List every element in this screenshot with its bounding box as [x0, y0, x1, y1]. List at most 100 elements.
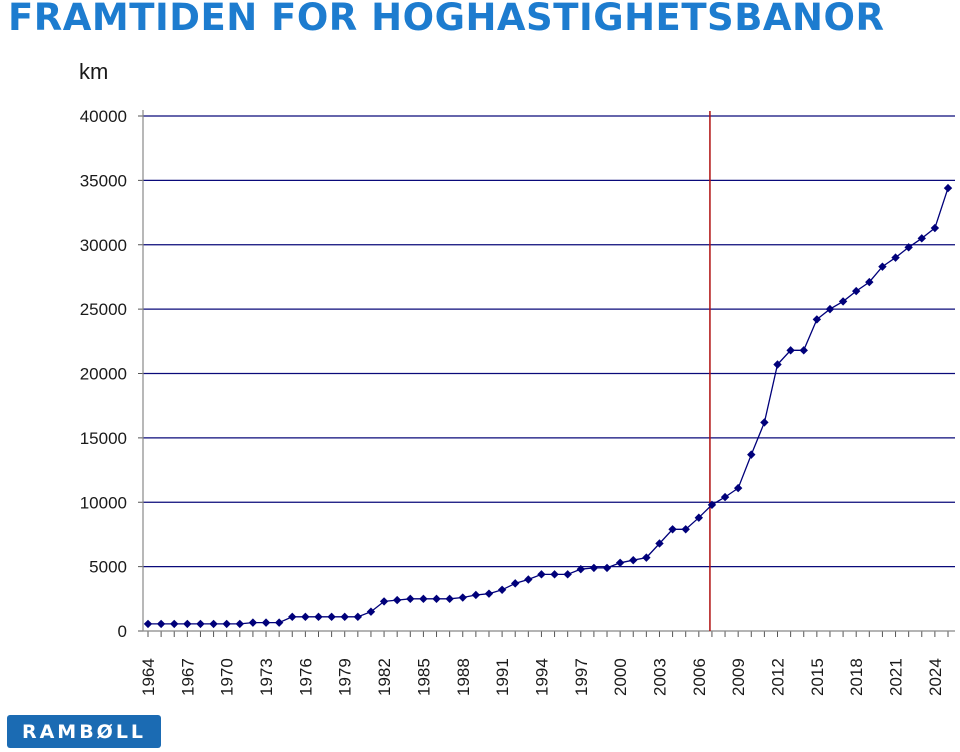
data-point	[497, 585, 507, 594]
y-tick-label: 35000	[80, 171, 127, 190]
data-point	[917, 234, 926, 243]
gridlines	[143, 115, 955, 568]
x-tick-label: 1988	[454, 658, 473, 696]
page-title: FRAMTIDEN FÖR HÖGHASTIGHETSBANOR	[8, 0, 885, 39]
x-tick-label: 1967	[178, 658, 197, 696]
data-point	[563, 570, 572, 579]
x-axis-ticks: 1964 1967 1970 1973 1976 1979 1982 1985 1988 1991…	[139, 631, 949, 696]
data-point	[655, 539, 664, 548]
data-point	[366, 607, 376, 616]
data-point	[458, 593, 467, 602]
data-point	[576, 565, 585, 574]
x-tick-label: 1964	[139, 658, 158, 696]
data-point	[170, 619, 179, 629]
data-point	[694, 513, 704, 522]
data-point	[235, 619, 245, 629]
logo-text: RAMBØLL	[21, 720, 147, 743]
data-point	[406, 594, 415, 604]
data-point	[156, 619, 166, 629]
x-tick-label: 1982	[375, 658, 394, 696]
data-point	[891, 253, 900, 262]
data-point	[720, 492, 730, 502]
x-tick-label: 1976	[296, 658, 315, 696]
data-point	[589, 563, 599, 573]
data-point	[314, 612, 323, 622]
data-point	[261, 618, 271, 627]
data-point	[550, 570, 559, 579]
data-point	[379, 597, 389, 606]
x-tick-label: 2012	[769, 658, 788, 696]
x-tick-label: 2006	[690, 658, 709, 696]
data-point	[183, 619, 192, 629]
x-tick-label: 2000	[611, 658, 630, 696]
data-point	[681, 525, 690, 534]
data-point	[943, 183, 953, 193]
y-tick-label: 5000	[89, 558, 127, 577]
data-point	[799, 346, 808, 355]
data-point	[511, 579, 520, 588]
data-point	[392, 595, 402, 605]
data-point	[288, 612, 297, 622]
y-tick-label: 30000	[80, 236, 127, 255]
data-point	[301, 612, 310, 622]
data-point	[524, 575, 533, 584]
x-tick-label: 1985	[414, 658, 433, 696]
series-line	[148, 187, 949, 625]
data-point	[878, 262, 887, 271]
data-point	[143, 619, 153, 629]
x-tick-label: 2015	[808, 658, 827, 696]
y-axis-label: km	[79, 59, 108, 84]
data-point	[786, 346, 795, 355]
data-point	[707, 500, 717, 510]
x-tick-label: 1979	[336, 658, 355, 696]
x-tick-label: 2021	[887, 658, 906, 696]
x-tick-label: 1997	[572, 658, 591, 696]
data-point	[760, 418, 769, 427]
data-point	[248, 618, 258, 627]
data-point	[930, 223, 940, 233]
data-point	[419, 594, 428, 604]
data-point	[668, 525, 677, 534]
data-point	[274, 618, 284, 627]
data-point	[851, 286, 861, 296]
data-point	[615, 558, 625, 567]
data-point	[353, 612, 363, 622]
y-tick-label: 15000	[80, 429, 127, 448]
data-point	[642, 553, 651, 562]
x-tick-label: 1991	[493, 658, 512, 696]
x-tick-label: 2018	[847, 658, 866, 696]
ramboll-logo: RAMBØLL	[7, 715, 161, 748]
x-tick-label: 2009	[729, 658, 748, 696]
data-points	[143, 183, 953, 629]
x-tick-label: 2003	[650, 658, 669, 696]
data-point	[196, 619, 205, 629]
y-tick-label: 40000	[80, 107, 127, 126]
data-point	[838, 297, 848, 306]
y-tick-label: 20000	[80, 365, 127, 384]
data-point	[733, 483, 743, 493]
data-point	[602, 563, 612, 573]
x-tick-label: 2024	[926, 658, 945, 696]
data-point	[445, 594, 454, 604]
data-point	[537, 570, 546, 579]
x-tick-label: 1970	[218, 658, 237, 696]
data-point	[222, 619, 231, 629]
data-point	[825, 304, 835, 314]
data-point	[812, 315, 822, 324]
y-tick-label: 0	[118, 622, 127, 641]
data-point	[432, 594, 441, 604]
y-tick-label: 25000	[80, 300, 127, 319]
x-tick-label: 1973	[257, 658, 276, 696]
x-tick-label: 1994	[532, 658, 551, 696]
y-tick-label: 10000	[80, 493, 127, 512]
data-point	[904, 243, 913, 252]
data-point	[484, 589, 494, 598]
data-point	[327, 612, 336, 622]
data-point	[773, 360, 782, 369]
data-point	[747, 450, 756, 459]
data-point	[340, 612, 349, 622]
data-point	[629, 555, 638, 565]
y-axis-ticks: 0 5000 10000 15000 20000 25000 30000 35000 40000	[80, 107, 143, 641]
data-point	[471, 590, 481, 600]
data-point	[209, 619, 218, 629]
